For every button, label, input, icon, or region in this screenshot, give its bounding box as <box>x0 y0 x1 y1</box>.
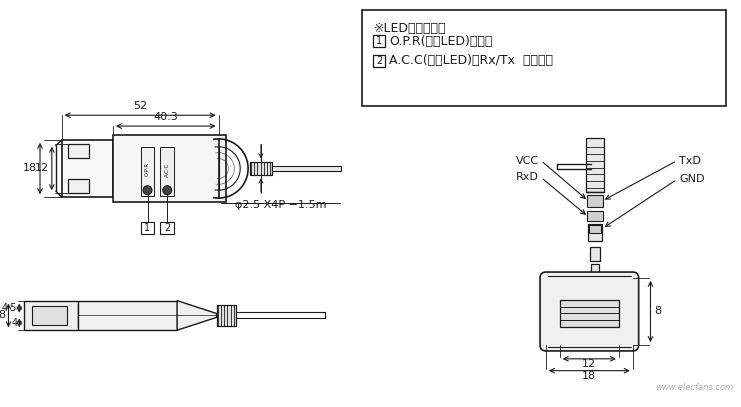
Bar <box>591 264 599 276</box>
Text: RxD: RxD <box>516 173 539 182</box>
Bar <box>591 247 600 261</box>
Bar <box>216 305 236 326</box>
Text: A·C·C: A·C·C <box>165 162 170 177</box>
Text: O.P.R(红色LED)：电源: O.P.R(红色LED)：电源 <box>389 35 493 48</box>
Bar <box>559 300 619 327</box>
Text: 18: 18 <box>582 370 597 381</box>
Text: 12: 12 <box>35 164 49 173</box>
Bar <box>588 195 603 207</box>
Text: 8: 8 <box>654 306 662 317</box>
Bar <box>79 301 177 330</box>
Bar <box>373 55 385 67</box>
Bar <box>24 301 79 330</box>
Bar <box>373 35 385 47</box>
Text: O·P·R: O·P·R <box>145 162 150 177</box>
Circle shape <box>163 186 172 195</box>
Text: 1: 1 <box>144 223 150 233</box>
Bar <box>362 10 726 106</box>
Text: 4.5: 4.5 <box>2 303 17 313</box>
Text: TxD: TxD <box>679 155 701 166</box>
Bar <box>67 179 90 193</box>
Text: ※LED指示灯说明: ※LED指示灯说明 <box>373 22 446 35</box>
Text: VCC: VCC <box>516 155 539 166</box>
Text: 52: 52 <box>133 101 147 111</box>
Bar <box>113 135 227 202</box>
Bar <box>586 138 604 192</box>
Text: 40.3: 40.3 <box>153 112 178 122</box>
Bar <box>160 147 174 196</box>
Bar <box>250 162 272 175</box>
Circle shape <box>143 186 152 195</box>
Text: A.C.C(续色LED)：Rx/Tx  数据传送: A.C.C(续色LED)：Rx/Tx 数据传送 <box>389 55 553 68</box>
Text: 18: 18 <box>23 164 37 173</box>
Text: 8: 8 <box>0 311 5 320</box>
Text: 2: 2 <box>376 56 382 66</box>
Text: φ2.5 X4P −1.5m: φ2.5 X4P −1.5m <box>235 200 326 210</box>
Text: 12: 12 <box>582 359 597 369</box>
Text: GND: GND <box>679 174 705 184</box>
Bar <box>141 147 154 196</box>
Bar <box>67 144 90 158</box>
Bar <box>588 211 603 221</box>
Text: 1: 1 <box>376 36 382 46</box>
Bar <box>272 166 341 171</box>
Bar <box>141 222 154 234</box>
Text: www.elecfans.com: www.elecfans.com <box>656 383 734 392</box>
Bar <box>32 306 67 325</box>
Polygon shape <box>177 301 216 330</box>
Bar <box>160 222 174 234</box>
Bar <box>62 140 113 197</box>
Text: 2: 2 <box>164 223 170 233</box>
Text: 4: 4 <box>11 318 17 328</box>
Bar <box>588 224 602 241</box>
Bar <box>589 225 601 232</box>
FancyBboxPatch shape <box>540 272 639 351</box>
